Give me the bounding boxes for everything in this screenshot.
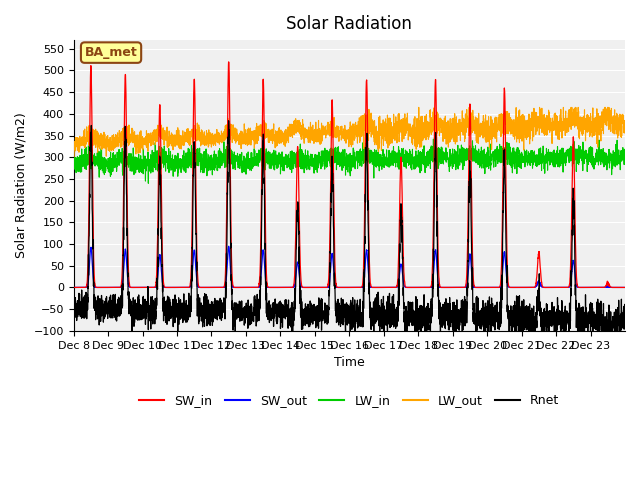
X-axis label: Time: Time [334, 356, 365, 369]
Y-axis label: Solar Radiation (W/m2): Solar Radiation (W/m2) [15, 113, 28, 258]
Title: Solar Radiation: Solar Radiation [286, 15, 412, 33]
Legend: SW_in, SW_out, LW_in, LW_out, Rnet: SW_in, SW_out, LW_in, LW_out, Rnet [134, 389, 564, 412]
Text: BA_met: BA_met [84, 46, 138, 59]
